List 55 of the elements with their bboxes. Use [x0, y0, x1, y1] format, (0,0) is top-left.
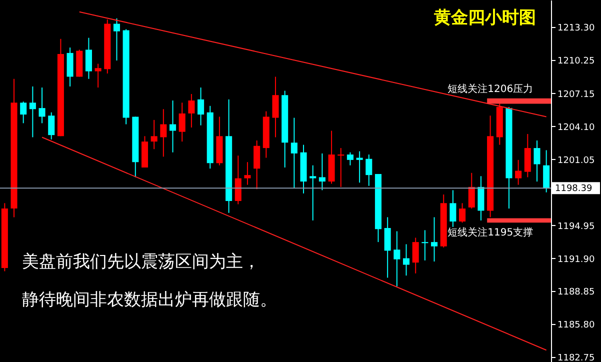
candlestick: [318, 152, 326, 191]
candlestick: [394, 230, 400, 287]
candlestick: [310, 164, 316, 221]
annotation: 美盘前我们先以震荡区间为主，: [22, 252, 260, 272]
candlestick: [178, 102, 186, 142]
candlestick: [188, 94, 195, 128]
y-tick-label: 1182.75: [558, 354, 595, 362]
candlestick: [338, 148, 344, 188]
candlestick: [412, 237, 419, 274]
candlestick: [66, 47, 74, 87]
annotation: 静待晚间非农数据出炉再做跟随。: [22, 290, 277, 310]
candlestick: [48, 112, 55, 140]
candlestick: [160, 108, 167, 158]
candlestick: [170, 100, 176, 153]
candlestick: [402, 244, 410, 276]
candlestick: [38, 87, 46, 124]
candlestick: [85, 37, 92, 80]
candlestick: [198, 87, 204, 126]
candlestick: [524, 133, 531, 178]
y-tick-label: 1188.85: [558, 288, 595, 298]
candlestick: [468, 172, 475, 210]
y-tick-label: 1204.10: [558, 122, 595, 133]
y-tick-label: 1185.80: [558, 320, 595, 331]
candlestick: [234, 155, 242, 205]
candlestick: [29, 86, 36, 138]
candlestick: [450, 190, 456, 228]
candlestick: [94, 63, 102, 88]
candlestick: [150, 119, 158, 150]
candlestick: [515, 159, 522, 186]
candlestick: [244, 162, 251, 186]
candlestick: [543, 150, 550, 193]
ref-line-label: 1198.39: [555, 184, 592, 194]
candlestick: [534, 140, 540, 182]
band-label: 短线关注1206压力: [448, 83, 534, 96]
candlestick: [478, 176, 484, 221]
candlestick: [356, 150, 363, 184]
y-tick-label: 1207.15: [558, 90, 595, 100]
candlestick: [366, 154, 372, 186]
candlestick: [384, 216, 391, 278]
text: 黄金四小时图: [433, 8, 536, 28]
y-tick-label: 1191.90: [558, 254, 595, 265]
candlestick: [430, 216, 438, 262]
candlestick: [346, 152, 354, 166]
y-tick-label: 1213.30: [558, 24, 595, 34]
y-tick-label: 1201.05: [558, 156, 595, 166]
candlestick: [422, 230, 428, 261]
candlestick: [272, 76, 279, 138]
candlestick: [20, 101, 27, 124]
candlestick: [459, 202, 466, 224]
y-tick-label: 1194.95: [558, 222, 595, 232]
candlestick: [113, 18, 120, 62]
y-tick-label: 1210.25: [558, 56, 595, 66]
candlestick: [290, 117, 298, 189]
candlestick: [254, 140, 260, 190]
band-label: 短线关注1195支撑: [448, 226, 534, 238]
